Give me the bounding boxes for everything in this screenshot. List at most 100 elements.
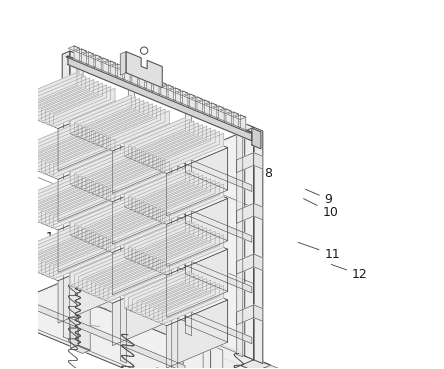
- Polygon shape: [58, 255, 119, 323]
- Polygon shape: [33, 130, 94, 169]
- Polygon shape: [129, 170, 190, 208]
- Polygon shape: [66, 280, 271, 369]
- Polygon shape: [12, 83, 18, 318]
- Polygon shape: [117, 64, 123, 79]
- Polygon shape: [166, 249, 228, 317]
- Polygon shape: [150, 368, 157, 369]
- Polygon shape: [126, 70, 137, 75]
- Polygon shape: [104, 160, 165, 198]
- Polygon shape: [112, 227, 174, 295]
- Polygon shape: [95, 106, 157, 144]
- Polygon shape: [112, 125, 174, 193]
- Polygon shape: [91, 155, 152, 193]
- Polygon shape: [163, 184, 223, 223]
- Polygon shape: [254, 153, 263, 169]
- Polygon shape: [60, 283, 97, 299]
- Polygon shape: [237, 305, 254, 325]
- Polygon shape: [70, 146, 131, 184]
- Polygon shape: [1, 239, 185, 321]
- Polygon shape: [124, 130, 228, 173]
- Polygon shape: [77, 85, 119, 145]
- Polygon shape: [70, 247, 131, 286]
- Polygon shape: [163, 85, 174, 90]
- Polygon shape: [237, 203, 254, 223]
- Polygon shape: [50, 188, 111, 227]
- Polygon shape: [74, 97, 135, 135]
- Polygon shape: [54, 190, 115, 228]
- Polygon shape: [20, 176, 81, 214]
- Polygon shape: [68, 56, 252, 141]
- Polygon shape: [20, 227, 81, 265]
- Polygon shape: [71, 290, 78, 348]
- Polygon shape: [37, 183, 98, 221]
- Polygon shape: [70, 158, 174, 202]
- Polygon shape: [133, 121, 194, 159]
- Polygon shape: [150, 128, 211, 166]
- Polygon shape: [74, 148, 135, 186]
- Polygon shape: [16, 85, 119, 128]
- Polygon shape: [119, 67, 130, 72]
- Polygon shape: [124, 168, 186, 207]
- Polygon shape: [16, 73, 77, 111]
- Polygon shape: [184, 94, 195, 99]
- Polygon shape: [104, 261, 165, 300]
- Polygon shape: [70, 260, 174, 303]
- Polygon shape: [28, 128, 90, 167]
- Polygon shape: [77, 187, 119, 246]
- Polygon shape: [194, 365, 271, 369]
- Polygon shape: [74, 198, 135, 237]
- Polygon shape: [110, 61, 115, 76]
- Polygon shape: [124, 219, 186, 258]
- Polygon shape: [240, 115, 246, 130]
- Polygon shape: [70, 196, 131, 235]
- Polygon shape: [41, 83, 102, 122]
- Polygon shape: [83, 151, 144, 190]
- Polygon shape: [141, 76, 152, 80]
- Polygon shape: [97, 58, 108, 63]
- Polygon shape: [112, 64, 123, 69]
- Polygon shape: [147, 76, 152, 91]
- Polygon shape: [186, 130, 228, 190]
- Polygon shape: [211, 103, 217, 118]
- Polygon shape: [91, 104, 152, 142]
- Polygon shape: [33, 181, 94, 220]
- Polygon shape: [20, 125, 81, 163]
- Polygon shape: [197, 97, 202, 112]
- Polygon shape: [125, 67, 130, 82]
- Polygon shape: [137, 123, 198, 161]
- Text: 13: 13: [152, 262, 169, 282]
- Polygon shape: [146, 177, 206, 215]
- Polygon shape: [17, 368, 37, 369]
- Polygon shape: [91, 205, 152, 244]
- Polygon shape: [74, 249, 135, 287]
- Polygon shape: [112, 176, 174, 244]
- Polygon shape: [24, 177, 85, 216]
- Polygon shape: [108, 111, 169, 149]
- Polygon shape: [186, 101, 191, 336]
- Polygon shape: [16, 136, 119, 179]
- Polygon shape: [41, 134, 102, 172]
- Polygon shape: [124, 282, 228, 326]
- Text: 12: 12: [331, 265, 368, 281]
- Polygon shape: [0, 280, 271, 369]
- Polygon shape: [154, 282, 215, 321]
- Polygon shape: [108, 162, 169, 200]
- Polygon shape: [237, 153, 254, 173]
- Polygon shape: [54, 241, 115, 279]
- Polygon shape: [74, 46, 79, 61]
- Polygon shape: [95, 156, 157, 195]
- Polygon shape: [139, 73, 145, 88]
- Polygon shape: [131, 260, 174, 320]
- Polygon shape: [133, 172, 194, 210]
- Polygon shape: [137, 224, 198, 263]
- Polygon shape: [126, 52, 162, 88]
- Polygon shape: [163, 133, 223, 172]
- Polygon shape: [83, 252, 144, 291]
- Polygon shape: [150, 230, 211, 268]
- Polygon shape: [154, 231, 215, 270]
- Polygon shape: [245, 124, 254, 360]
- Polygon shape: [141, 226, 202, 265]
- Polygon shape: [87, 203, 148, 242]
- Polygon shape: [186, 232, 228, 292]
- Polygon shape: [1, 86, 185, 169]
